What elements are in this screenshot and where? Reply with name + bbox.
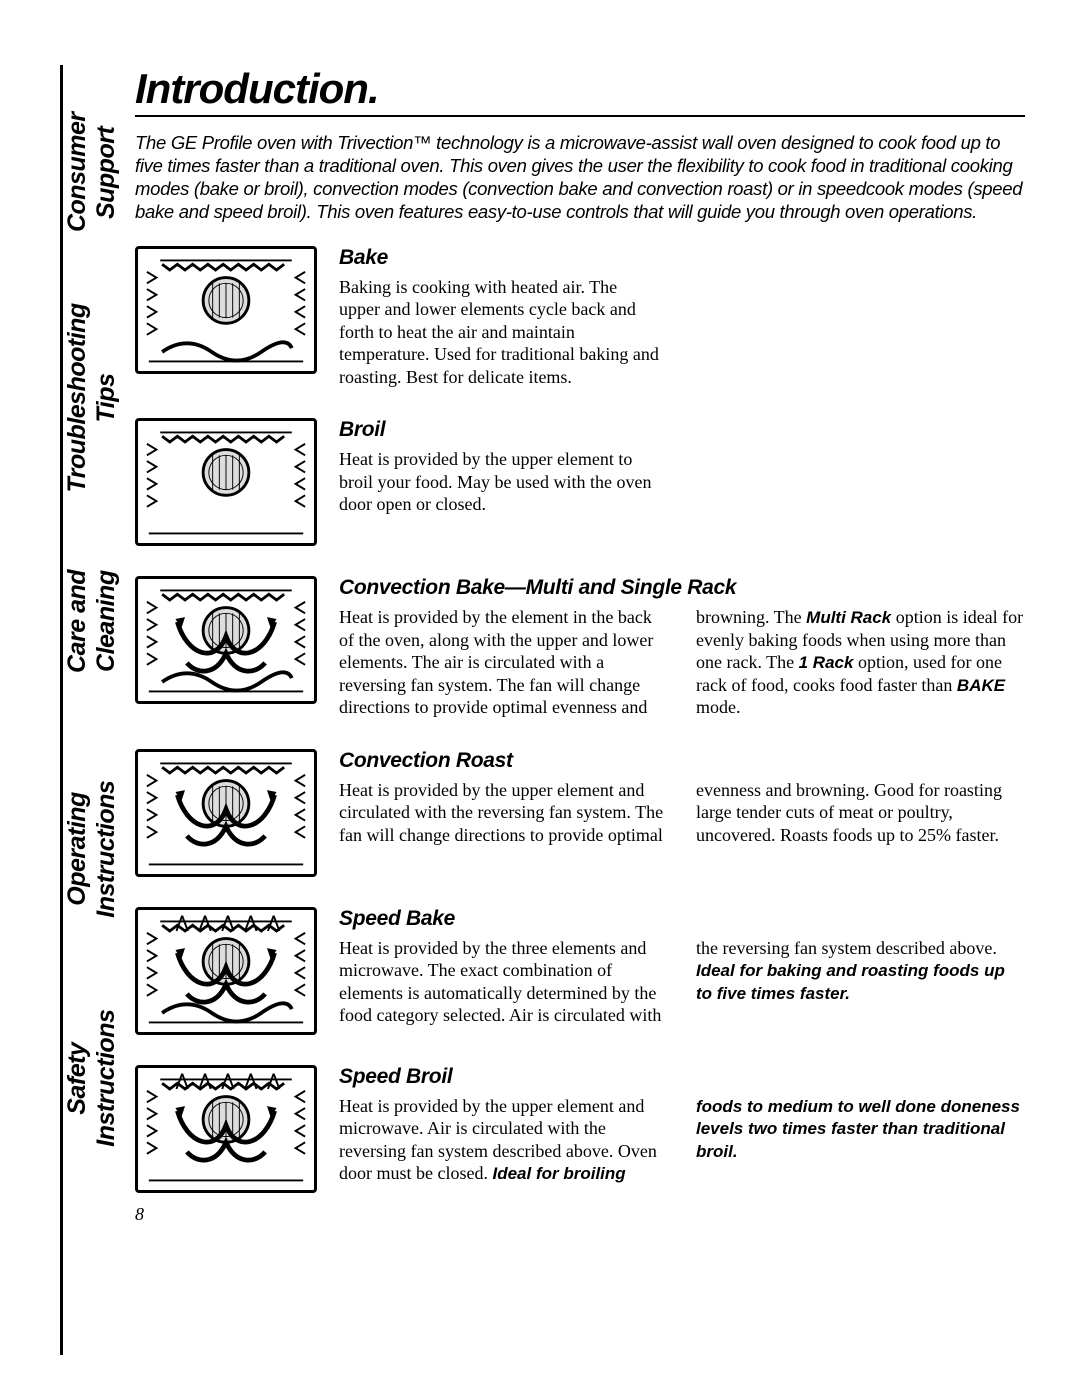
section-text: Heat is provided by the upper element an…: [339, 779, 1025, 847]
section-title: Convection Roast: [339, 749, 1025, 773]
section-text: Baking is cooking with heated air. The u…: [339, 276, 659, 389]
sidebar-tabs: Safety Instructions Operating Instructio…: [63, 65, 113, 1185]
section-speed-bake: Speed Bake Heat is provided by the three…: [135, 907, 1025, 1035]
section-title: Speed Bake: [339, 907, 1025, 931]
oven-diagram-broil: [135, 418, 317, 546]
section-body: Broil Heat is provided by the upper elem…: [339, 418, 1025, 516]
section-title: Speed Broil: [339, 1065, 1025, 1089]
oven-diagram-bake: [135, 246, 317, 374]
section-body: Speed Broil Heat is provided by the uppe…: [339, 1065, 1025, 1185]
oven-diagram-convbake: [135, 576, 317, 704]
sidebar-tab-support: Consumer Support: [63, 65, 113, 280]
section-text: Heat is provided by the upper element to…: [339, 448, 659, 516]
page-number: 8: [135, 1204, 144, 1225]
section-bake: Bake Baking is cooking with heated air. …: [135, 246, 1025, 389]
page-frame: Safety Instructions Operating Instructio…: [60, 65, 1030, 1355]
oven-diagram-convroast: [135, 749, 317, 877]
page-title: Introduction.: [135, 65, 1025, 117]
oven-diagram-speedbroil: [135, 1065, 317, 1193]
section-convection-roast: Convection Roast Heat is provided by the…: [135, 749, 1025, 877]
oven-diagram-speedbake: [135, 907, 317, 1035]
section-title: Broil: [339, 418, 1025, 442]
section-text: Heat is provided by the element in the b…: [339, 606, 1025, 719]
section-broil: Broil Heat is provided by the upper elem…: [135, 418, 1025, 546]
sidebar-tab-operating: Operating Instructions: [63, 726, 113, 973]
section-body: Convection Roast Heat is provided by the…: [339, 749, 1025, 847]
section-convection-bake: Convection Bake—Multi and Single Rack He…: [135, 576, 1025, 719]
intro-paragraph: The GE Profile oven with Trivection™ tec…: [135, 131, 1025, 224]
section-text: Heat is provided by the upper element an…: [339, 1095, 1025, 1185]
section-body: Bake Baking is cooking with heated air. …: [339, 246, 1025, 389]
sidebar-tab-safety: Safety Instructions: [63, 972, 113, 1185]
section-title: Bake: [339, 246, 1025, 270]
section-body: Convection Bake—Multi and Single Rack He…: [339, 576, 1025, 719]
sidebar-tab-care: Care and Cleaning: [63, 517, 113, 726]
section-speed-broil: Speed Broil Heat is provided by the uppe…: [135, 1065, 1025, 1193]
sidebar-tab-troubleshooting: Troubleshooting Tips: [63, 280, 113, 517]
section-title: Convection Bake—Multi and Single Rack: [339, 576, 1025, 600]
section-text: Heat is provided by the three elements a…: [339, 937, 1025, 1027]
main-content: Introduction. The GE Profile oven with T…: [135, 65, 1025, 1223]
section-body: Speed Bake Heat is provided by the three…: [339, 907, 1025, 1027]
